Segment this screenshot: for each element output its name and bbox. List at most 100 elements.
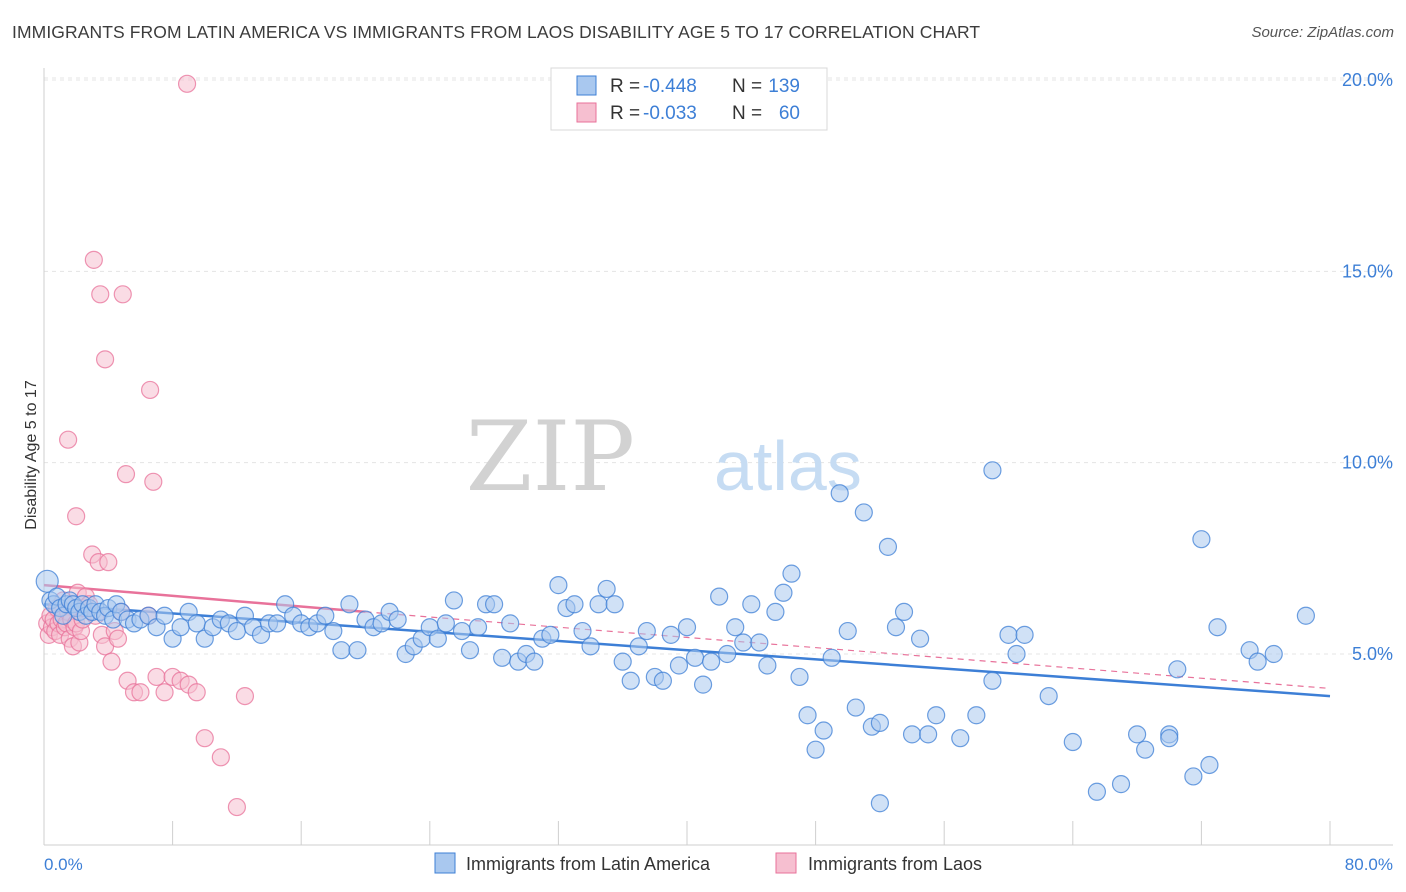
point-latin-america bbox=[541, 625, 560, 644]
point-laos bbox=[84, 250, 103, 269]
y-tick-label: 5.0% bbox=[1352, 644, 1393, 664]
point-laos bbox=[131, 683, 150, 702]
point-laos bbox=[113, 285, 132, 304]
point-latin-america bbox=[485, 595, 504, 614]
point-laos bbox=[235, 686, 255, 706]
point-laos bbox=[147, 667, 166, 687]
point-latin-america bbox=[702, 652, 721, 671]
legend-swatch-pink bbox=[576, 102, 597, 123]
point-latin-america bbox=[758, 656, 777, 675]
trend-lines bbox=[43, 583, 1331, 698]
point-latin-america bbox=[1136, 740, 1155, 759]
point-laos bbox=[211, 748, 230, 767]
point-latin-america bbox=[919, 725, 938, 744]
point-latin-america bbox=[870, 713, 890, 732]
point-latin-america bbox=[1296, 606, 1315, 625]
legend-n-label-1: N = bbox=[732, 76, 762, 97]
point-latin-america bbox=[324, 621, 343, 641]
point-latin-america bbox=[838, 621, 857, 641]
watermark-zip: ZIP bbox=[466, 401, 635, 513]
point-latin-america bbox=[155, 606, 174, 625]
point-latin-america bbox=[1160, 729, 1179, 748]
y-tick-label: 10.0% bbox=[1342, 453, 1393, 473]
x-tick-label-min: 0.0% bbox=[44, 855, 83, 874]
chart-title: IMMIGRANTS FROM LATIN AMERICA VS IMMIGRA… bbox=[12, 22, 981, 42]
point-latin-america bbox=[171, 618, 190, 637]
point-latin-america bbox=[1063, 732, 1082, 752]
point-latin-america bbox=[854, 503, 873, 522]
point-laos bbox=[187, 683, 206, 702]
point-latin-america bbox=[452, 621, 472, 641]
point-laos bbox=[227, 797, 246, 817]
point-latin-america bbox=[1208, 618, 1227, 637]
series-latin-america-points bbox=[35, 461, 1315, 813]
point-latin-america bbox=[629, 637, 648, 656]
point-latin-america bbox=[348, 641, 367, 660]
point-laos bbox=[140, 380, 160, 400]
gridlines bbox=[44, 77, 1393, 655]
point-latin-america bbox=[669, 656, 689, 675]
point-latin-america bbox=[814, 721, 833, 740]
point-latin-america bbox=[774, 583, 793, 602]
point-latin-america bbox=[983, 671, 1002, 690]
point-latin-america bbox=[734, 633, 753, 652]
point-latin-america bbox=[830, 484, 849, 503]
point-laos bbox=[155, 683, 174, 702]
point-latin-america bbox=[790, 667, 809, 687]
point-latin-america bbox=[460, 641, 480, 660]
point-latin-america bbox=[967, 706, 986, 725]
point-laos bbox=[195, 729, 214, 748]
point-latin-america bbox=[1111, 775, 1131, 794]
point-latin-america bbox=[1015, 625, 1034, 644]
legend-swatch-blue bbox=[576, 75, 597, 96]
correlation-legend: R = -0.448 N = 139 R = -0.033 N = 60 bbox=[550, 67, 828, 131]
point-latin-america bbox=[750, 633, 769, 652]
point-latin-america bbox=[316, 606, 335, 625]
point-latin-america bbox=[822, 648, 841, 667]
point-latin-america bbox=[589, 595, 608, 614]
bottom-legend-swatch-latin-america bbox=[434, 852, 456, 874]
point-latin-america bbox=[742, 595, 761, 614]
point-latin-america bbox=[677, 618, 697, 637]
point-latin-america bbox=[565, 595, 584, 614]
trend-line-laos bbox=[43, 583, 366, 614]
point-latin-america bbox=[1264, 644, 1283, 664]
point-latin-america bbox=[597, 579, 616, 599]
point-latin-america bbox=[1248, 652, 1267, 671]
point-laos bbox=[91, 285, 110, 304]
point-laos bbox=[116, 465, 136, 484]
point-laos bbox=[108, 629, 128, 648]
point-laos bbox=[59, 430, 78, 449]
trend-line-latin-america bbox=[43, 603, 1331, 698]
axes: 5.0% 10.0% 15.0% 20.0% bbox=[43, 68, 1393, 846]
point-laos bbox=[102, 652, 121, 671]
point-latin-america bbox=[332, 641, 351, 660]
point-latin-america bbox=[581, 637, 600, 656]
point-latin-america bbox=[340, 595, 359, 614]
x-tick-label-max: 80.0% bbox=[1345, 855, 1393, 874]
point-latin-america bbox=[1039, 686, 1058, 706]
point-latin-america bbox=[1184, 767, 1203, 786]
point-latin-america bbox=[187, 614, 206, 633]
point-latin-america bbox=[870, 794, 890, 813]
point-latin-america bbox=[388, 610, 407, 629]
series-laos-points bbox=[38, 74, 255, 817]
legend-n-value-1: 139 bbox=[768, 76, 800, 97]
point-latin-america bbox=[902, 725, 922, 744]
point-latin-america bbox=[894, 602, 914, 622]
point-latin-america bbox=[573, 621, 592, 641]
point-latin-america bbox=[782, 564, 801, 583]
point-latin-america bbox=[661, 625, 681, 644]
point-latin-america bbox=[1168, 660, 1187, 679]
point-latin-america bbox=[549, 576, 568, 595]
point-latin-america bbox=[910, 629, 930, 648]
point-latin-america bbox=[798, 706, 817, 725]
legend-r-value-2: -0.033 bbox=[643, 103, 697, 124]
point-latin-america bbox=[878, 537, 898, 556]
point-latin-america bbox=[653, 671, 672, 690]
point-latin-america bbox=[726, 618, 745, 637]
point-laos bbox=[67, 507, 86, 526]
bottom-legend-swatch-laos bbox=[775, 852, 797, 874]
bottom-legend-label-laos: Immigrants from Laos bbox=[808, 854, 982, 874]
